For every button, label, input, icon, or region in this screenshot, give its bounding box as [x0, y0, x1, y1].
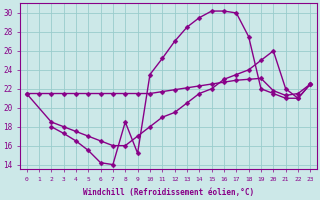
X-axis label: Windchill (Refroidissement éolien,°C): Windchill (Refroidissement éolien,°C)	[83, 188, 254, 197]
